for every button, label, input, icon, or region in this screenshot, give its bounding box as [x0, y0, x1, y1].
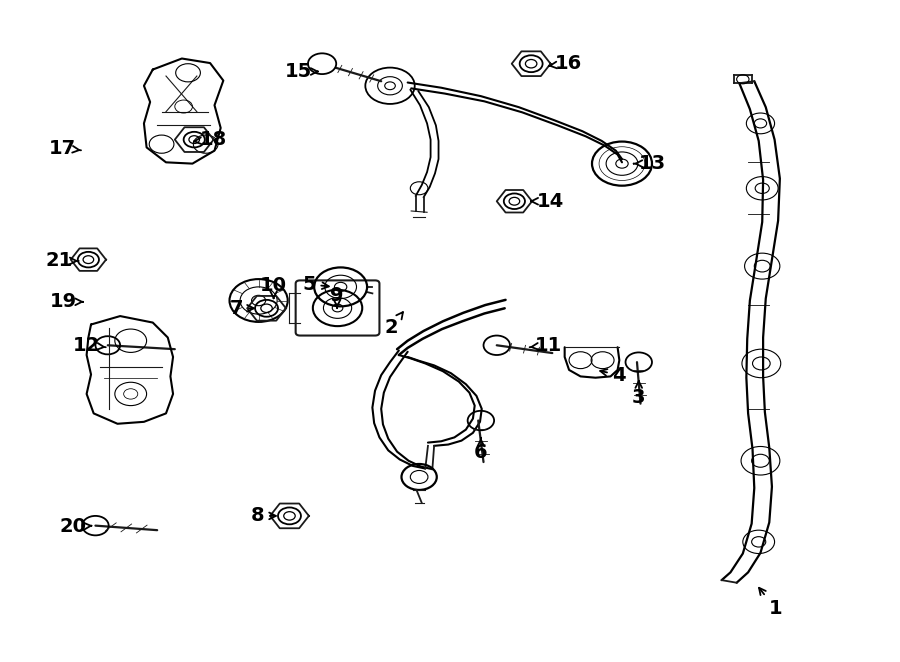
Text: 19: 19 [50, 293, 83, 311]
Text: 3: 3 [632, 381, 645, 406]
Text: 18: 18 [194, 130, 227, 149]
Text: 7: 7 [230, 299, 254, 318]
Text: 10: 10 [260, 276, 287, 299]
Text: 8: 8 [251, 506, 276, 526]
Text: 2: 2 [384, 312, 403, 337]
FancyBboxPatch shape [295, 281, 380, 336]
Text: 6: 6 [474, 438, 488, 463]
Text: 9: 9 [330, 286, 344, 308]
Circle shape [308, 54, 337, 74]
Text: 16: 16 [549, 54, 581, 73]
Text: 4: 4 [600, 365, 626, 385]
Text: 11: 11 [529, 336, 562, 355]
Text: 15: 15 [284, 62, 318, 81]
Text: 12: 12 [73, 336, 106, 355]
Text: 1: 1 [759, 588, 782, 618]
Text: 21: 21 [46, 252, 78, 271]
Text: 17: 17 [49, 138, 81, 158]
Text: 20: 20 [59, 518, 92, 536]
Text: 14: 14 [531, 192, 564, 211]
Text: 5: 5 [302, 275, 328, 294]
Text: 13: 13 [634, 154, 666, 173]
